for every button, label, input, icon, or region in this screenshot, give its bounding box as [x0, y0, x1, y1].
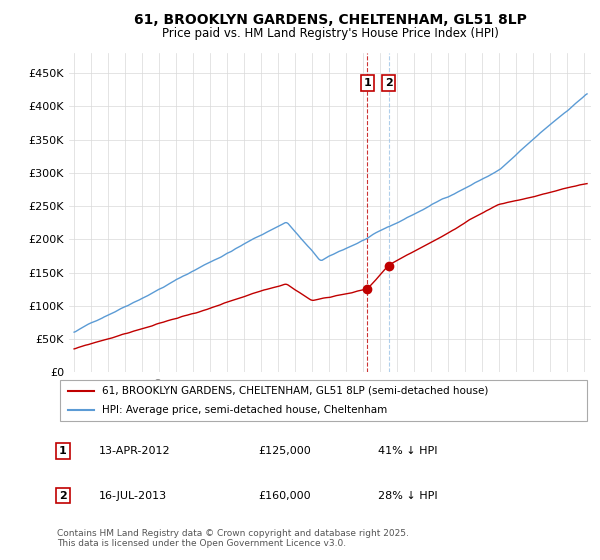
- Text: HPI: Average price, semi-detached house, Cheltenham: HPI: Average price, semi-detached house,…: [103, 405, 388, 416]
- Text: £125,000: £125,000: [258, 446, 311, 456]
- Text: 2: 2: [59, 491, 67, 501]
- Text: 13-APR-2012: 13-APR-2012: [99, 446, 170, 456]
- Text: Price paid vs. HM Land Registry's House Price Index (HPI): Price paid vs. HM Land Registry's House …: [161, 27, 499, 40]
- Text: 41% ↓ HPI: 41% ↓ HPI: [378, 446, 437, 456]
- Text: 61, BROOKLYN GARDENS, CHELTENHAM, GL51 8LP: 61, BROOKLYN GARDENS, CHELTENHAM, GL51 8…: [134, 13, 526, 27]
- Text: 2: 2: [385, 78, 392, 88]
- Text: Contains HM Land Registry data © Crown copyright and database right 2025.
This d: Contains HM Land Registry data © Crown c…: [57, 529, 409, 548]
- Text: 16-JUL-2013: 16-JUL-2013: [99, 491, 167, 501]
- Text: 61, BROOKLYN GARDENS, CHELTENHAM, GL51 8LP (semi-detached house): 61, BROOKLYN GARDENS, CHELTENHAM, GL51 8…: [103, 385, 489, 395]
- Text: £160,000: £160,000: [258, 491, 311, 501]
- Text: 28% ↓ HPI: 28% ↓ HPI: [378, 491, 437, 501]
- Text: 1: 1: [59, 446, 67, 456]
- FancyBboxPatch shape: [59, 380, 587, 421]
- Text: 1: 1: [364, 78, 371, 88]
